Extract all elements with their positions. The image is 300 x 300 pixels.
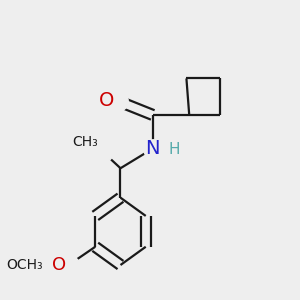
Text: CH₃: CH₃ — [72, 135, 98, 148]
Text: OCH₃: OCH₃ — [7, 258, 44, 272]
Text: H: H — [168, 142, 180, 158]
Text: N: N — [146, 139, 160, 158]
Text: O: O — [52, 256, 66, 274]
Text: O: O — [99, 92, 114, 110]
